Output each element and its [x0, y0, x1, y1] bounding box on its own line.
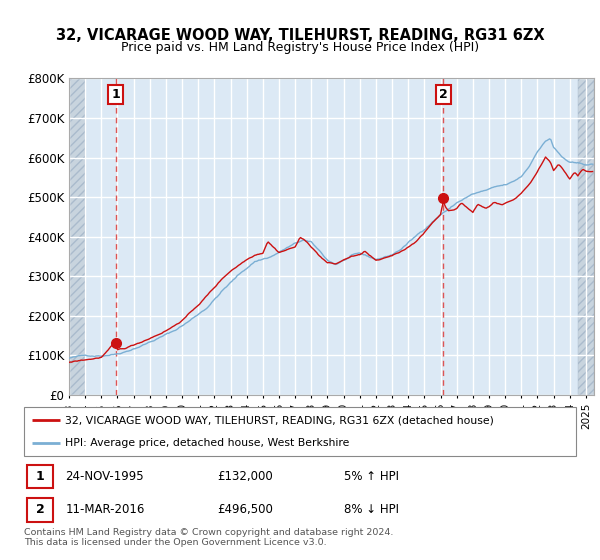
Text: HPI: Average price, detached house, West Berkshire: HPI: Average price, detached house, West…	[65, 438, 350, 448]
Text: £496,500: £496,500	[217, 503, 273, 516]
Text: Contains HM Land Registry data © Crown copyright and database right 2024.
This d: Contains HM Land Registry data © Crown c…	[24, 528, 394, 547]
Text: 8% ↓ HPI: 8% ↓ HPI	[344, 503, 399, 516]
FancyBboxPatch shape	[27, 498, 53, 522]
Text: £132,000: £132,000	[217, 470, 273, 483]
Text: Price paid vs. HM Land Registry's House Price Index (HPI): Price paid vs. HM Land Registry's House …	[121, 40, 479, 54]
Text: 1: 1	[35, 470, 44, 483]
Text: 11-MAR-2016: 11-MAR-2016	[65, 503, 145, 516]
Text: 5% ↑ HPI: 5% ↑ HPI	[344, 470, 399, 483]
Text: 2: 2	[35, 503, 44, 516]
FancyBboxPatch shape	[24, 407, 576, 456]
Text: 32, VICARAGE WOOD WAY, TILEHURST, READING, RG31 6ZX: 32, VICARAGE WOOD WAY, TILEHURST, READIN…	[56, 29, 544, 43]
Text: 32, VICARAGE WOOD WAY, TILEHURST, READING, RG31 6ZX (detached house): 32, VICARAGE WOOD WAY, TILEHURST, READIN…	[65, 416, 494, 426]
FancyBboxPatch shape	[27, 465, 53, 488]
Text: 1: 1	[112, 88, 120, 101]
Text: 24-NOV-1995: 24-NOV-1995	[65, 470, 144, 483]
Text: 2: 2	[439, 88, 448, 101]
